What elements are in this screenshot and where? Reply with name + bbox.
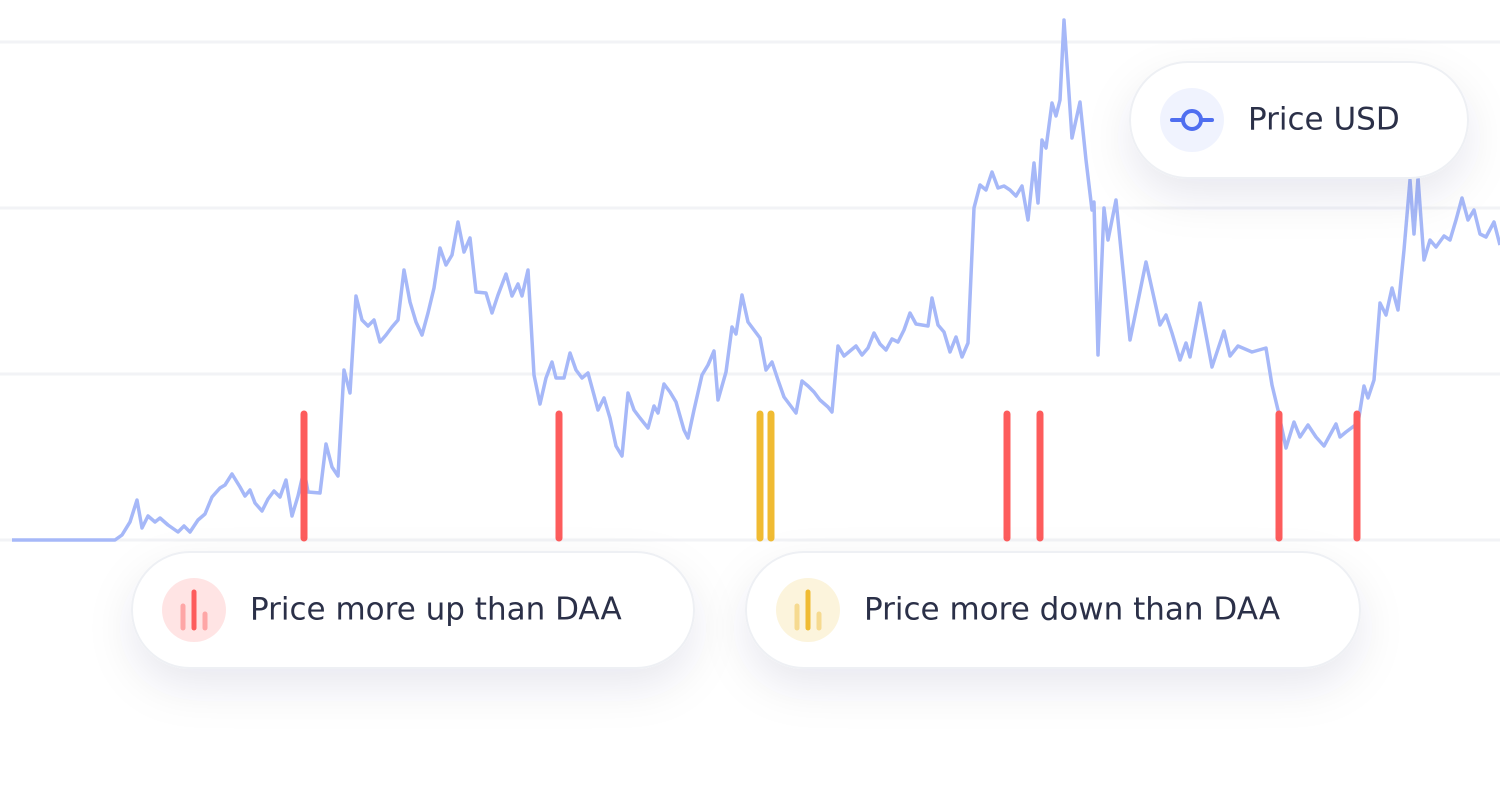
legend-item: Price USD <box>1129 61 1469 179</box>
legend-label: Price USD <box>1248 102 1400 138</box>
grid <box>0 40 1500 542</box>
legend-pill <box>131 551 695 669</box>
legend-item: Price more down than DAA <box>745 551 1361 669</box>
legend-icon <box>1181 109 1203 131</box>
legend-label: Price more up than DAA <box>250 592 622 628</box>
price-line <box>12 18 1500 542</box>
legend-item: Price more up than DAA <box>131 551 695 669</box>
legend-pill <box>1129 61 1469 179</box>
legend-pill <box>745 551 1361 669</box>
legend-label: Price more down than DAA <box>864 592 1280 628</box>
